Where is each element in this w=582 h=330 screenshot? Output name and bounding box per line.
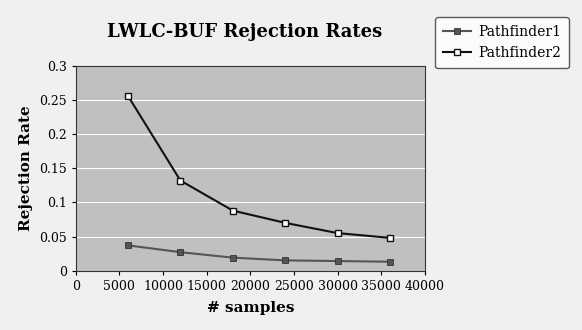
Legend: Pathfinder1, Pathfinder2: Pathfinder1, Pathfinder2 [435,17,569,68]
Pathfinder1 [229,256,236,260]
Pathfinder2 [334,231,341,235]
Pathfinder1 [282,258,289,262]
Pathfinder1 [125,244,132,248]
Pathfinder2 [177,179,184,182]
Pathfinder2 [229,209,236,213]
X-axis label: # samples: # samples [207,301,294,315]
Pathfinder1 [386,260,393,264]
Pathfinder2 [125,94,132,98]
Pathfinder1 [334,259,341,263]
Pathfinder2 [282,221,289,225]
Line: Pathfinder1: Pathfinder1 [125,242,393,265]
Text: LWLC-BUF Rejection Rates: LWLC-BUF Rejection Rates [107,23,382,41]
Y-axis label: Rejection Rate: Rejection Rate [19,105,33,231]
Line: Pathfinder2: Pathfinder2 [125,92,393,241]
Pathfinder2 [386,236,393,240]
Pathfinder1 [177,250,184,254]
